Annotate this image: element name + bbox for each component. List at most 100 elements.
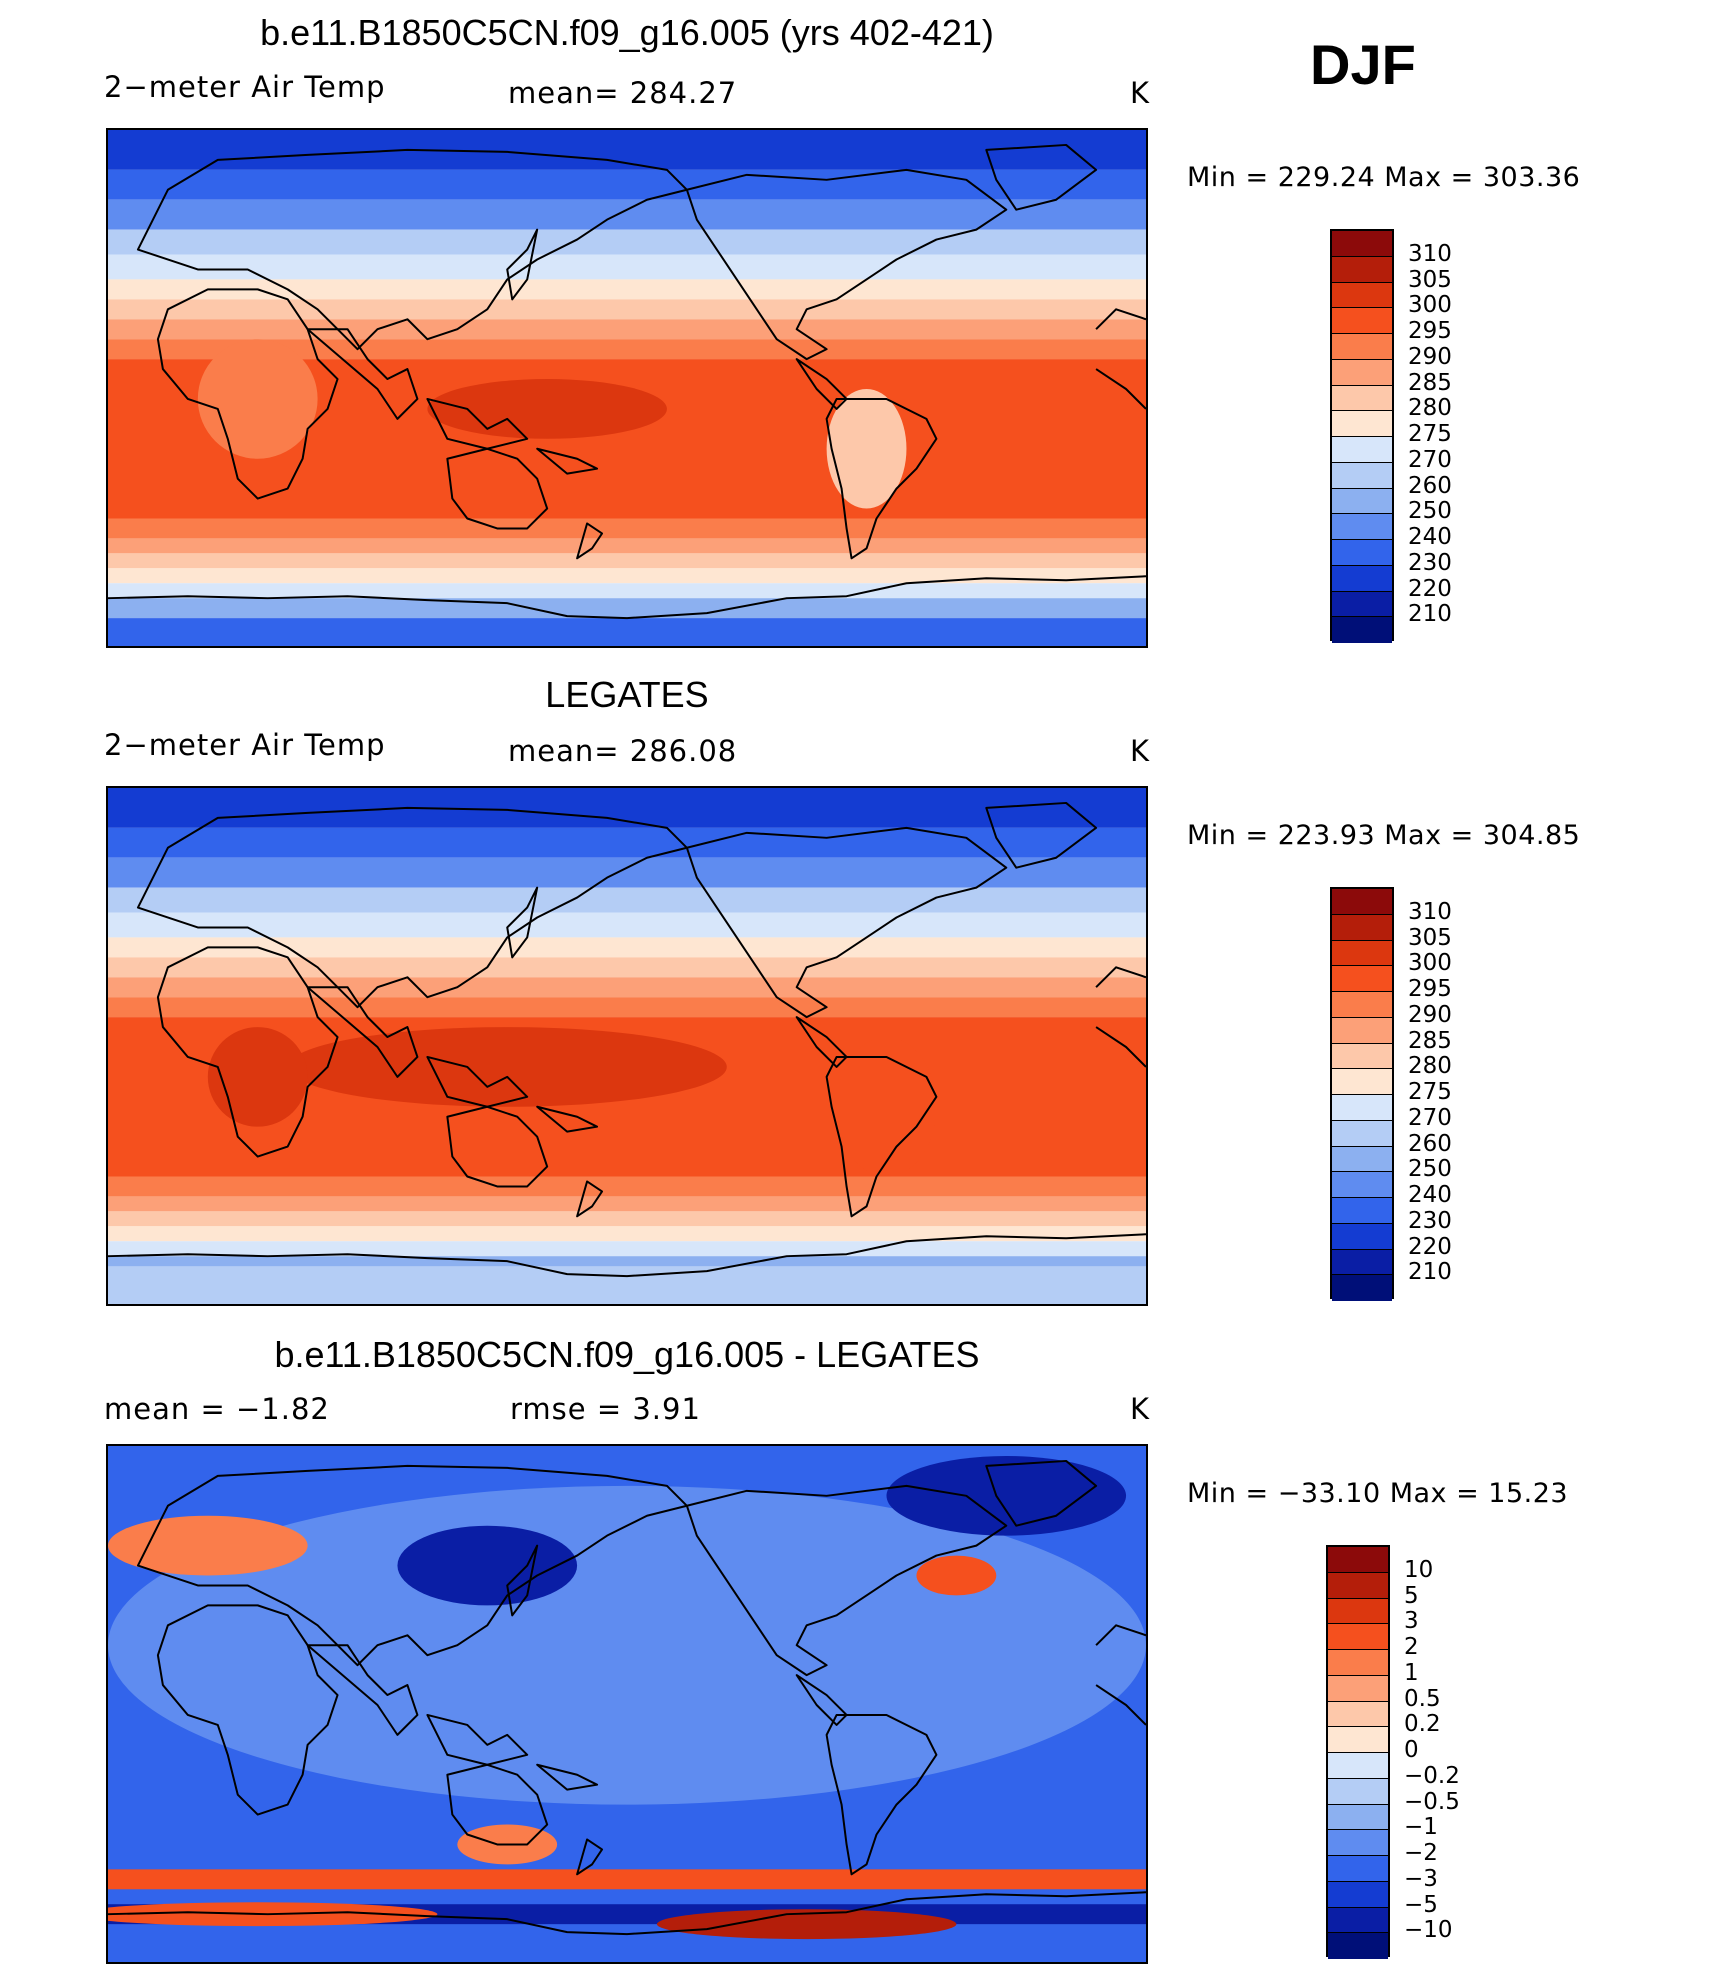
- colorbar-swatch: [1332, 992, 1392, 1018]
- colorbar-tick-label: −1: [1404, 1814, 1438, 1841]
- colorbar-swatch: [1332, 1120, 1392, 1147]
- anomaly-patch: [287, 1027, 727, 1107]
- temperature-band: [108, 912, 1146, 938]
- colorbar-swatch: [1332, 565, 1392, 592]
- colorbar-swatch: [1332, 385, 1392, 412]
- temperature-band: [108, 1266, 1146, 1304]
- colorbar-tick-label: 210: [1408, 601, 1452, 628]
- colorbar-tick-label: −0.2: [1404, 1762, 1460, 1789]
- colorbar-tick-label: 10: [1404, 1556, 1434, 1583]
- colorbar-swatch: [1332, 334, 1392, 360]
- panel-3-mean-label: mean = −1.82: [104, 1392, 330, 1426]
- temperature-band: [108, 957, 1146, 978]
- colorbar-tick-label: 300: [1408, 292, 1452, 319]
- colorbar-swatch: [1332, 1043, 1392, 1070]
- colorbar-tick-label: 5: [1404, 1582, 1419, 1609]
- colorbar-swatch: [1332, 282, 1392, 309]
- colorbar-tick-label: 295: [1408, 976, 1452, 1002]
- panel-2-units: K: [1130, 734, 1151, 768]
- colorbar-tick-label: 240: [1408, 524, 1452, 550]
- panel-1-colorbar: [1330, 229, 1394, 643]
- colorbar-swatch: [1328, 1856, 1388, 1882]
- anomaly-patch: [836, 1037, 937, 1177]
- colorbar-tick-label: 0: [1404, 1737, 1419, 1763]
- colorbar-swatch: [1332, 231, 1392, 257]
- anomaly-patch: [108, 1515, 308, 1576]
- temperature-band: [108, 887, 1146, 913]
- colorbar-tick-label: 240: [1408, 1182, 1452, 1208]
- temperature-band: [108, 598, 1146, 619]
- temperature-band: [108, 299, 1146, 320]
- colorbar-swatch: [1332, 1275, 1392, 1301]
- panel-2-title: LEGATES: [545, 674, 709, 715]
- colorbar-swatch: [1328, 1907, 1388, 1934]
- colorbar-swatch: [1332, 359, 1392, 386]
- colorbar-swatch: [1332, 940, 1392, 967]
- anomaly-patch: [916, 1555, 997, 1596]
- colorbar-tick-label: −3: [1404, 1865, 1438, 1892]
- temperature-band: [108, 199, 1146, 230]
- colorbar-tick-label: 1: [1404, 1659, 1419, 1686]
- temperature-band: [108, 319, 1146, 340]
- temperature-band: [108, 1241, 1146, 1257]
- colorbar-swatch: [1332, 514, 1392, 540]
- colorbar-tick-label: 280: [1408, 395, 1452, 422]
- colorbar-tick-label: 270: [1408, 446, 1452, 473]
- panel-3-rmse-label: rmse = 3.91: [510, 1392, 701, 1426]
- colorbar-swatch: [1328, 1778, 1388, 1805]
- anomaly-patch: [207, 1027, 308, 1127]
- temperature-band: [108, 1196, 1146, 1212]
- colorbar-swatch: [1328, 1675, 1388, 1702]
- colorbar-swatch: [1332, 411, 1392, 437]
- colorbar-swatch: [1332, 462, 1392, 489]
- colorbar-tick-label: 270: [1408, 1104, 1452, 1131]
- colorbar-tick-label: −0.5: [1404, 1788, 1460, 1815]
- colorbar-tick-label: 260: [1408, 1130, 1452, 1157]
- colorbar-tick-label: 305: [1408, 266, 1452, 293]
- temperature-band: [108, 997, 1146, 1018]
- temperature-band: [108, 1942, 1146, 1962]
- temperature-band: [108, 618, 1146, 646]
- colorbar-tick-label: 290: [1408, 1001, 1452, 1028]
- temperature-band: [108, 1176, 1146, 1197]
- colorbar-swatch: [1328, 1701, 1388, 1728]
- colorbar-swatch: [1328, 1933, 1388, 1959]
- colorbar-swatch: [1328, 1830, 1388, 1856]
- colorbar-tick-label: 3: [1404, 1608, 1419, 1635]
- anomaly-patch: [427, 379, 667, 439]
- colorbar-tick-label: 230: [1408, 549, 1452, 576]
- colorbar-tick-label: 230: [1408, 1207, 1452, 1234]
- colorbar-tick-label: 300: [1408, 950, 1452, 977]
- temperature-band: [108, 583, 1146, 599]
- colorbar-swatch: [1328, 1624, 1388, 1650]
- colorbar-tick-label: 220: [1408, 575, 1452, 602]
- temperature-band: [108, 229, 1146, 255]
- colorbar-tick-label: 285: [1408, 1027, 1452, 1054]
- panel-2-colorbar: [1330, 887, 1394, 1301]
- temperature-band: [108, 568, 1146, 584]
- anomaly-patch: [886, 1455, 1127, 1536]
- anomaly-patch: [397, 1525, 578, 1606]
- colorbar-tick-label: 250: [1408, 1156, 1452, 1183]
- colorbar-tick-label: 310: [1408, 898, 1452, 925]
- colorbar-swatch: [1328, 1547, 1388, 1573]
- panel-2-minmax: Min = 223.93 Max = 304.85: [1187, 820, 1581, 851]
- temperature-band: [108, 827, 1146, 858]
- panel-1-title: b.e11.B1850C5CN.f09_g16.005 (yrs 402-421…: [260, 12, 994, 53]
- colorbar-swatch: [1328, 1727, 1388, 1753]
- panel-3-title: b.e11.B1850C5CN.f09_g16.005 - LEGATES: [274, 1334, 980, 1375]
- colorbar-tick-label: 275: [1408, 421, 1452, 447]
- colorbar-swatch: [1332, 540, 1392, 566]
- panel-2-variable-label: 2−meter Air Temp: [104, 728, 386, 762]
- temperature-band: [108, 254, 1146, 280]
- colorbar-tick-label: 310: [1408, 240, 1452, 267]
- colorbar-swatch: [1332, 617, 1392, 643]
- temperature-band: [108, 1226, 1146, 1242]
- panel-2-mean-label: mean= 286.08: [508, 734, 738, 768]
- temperature-band: [108, 518, 1146, 539]
- colorbar-swatch: [1332, 1017, 1392, 1044]
- temperature-band: [108, 339, 1146, 360]
- colorbar-swatch: [1328, 1804, 1388, 1831]
- panel-1-mean-label: mean= 284.27: [508, 76, 738, 110]
- colorbar-swatch: [1328, 1650, 1388, 1676]
